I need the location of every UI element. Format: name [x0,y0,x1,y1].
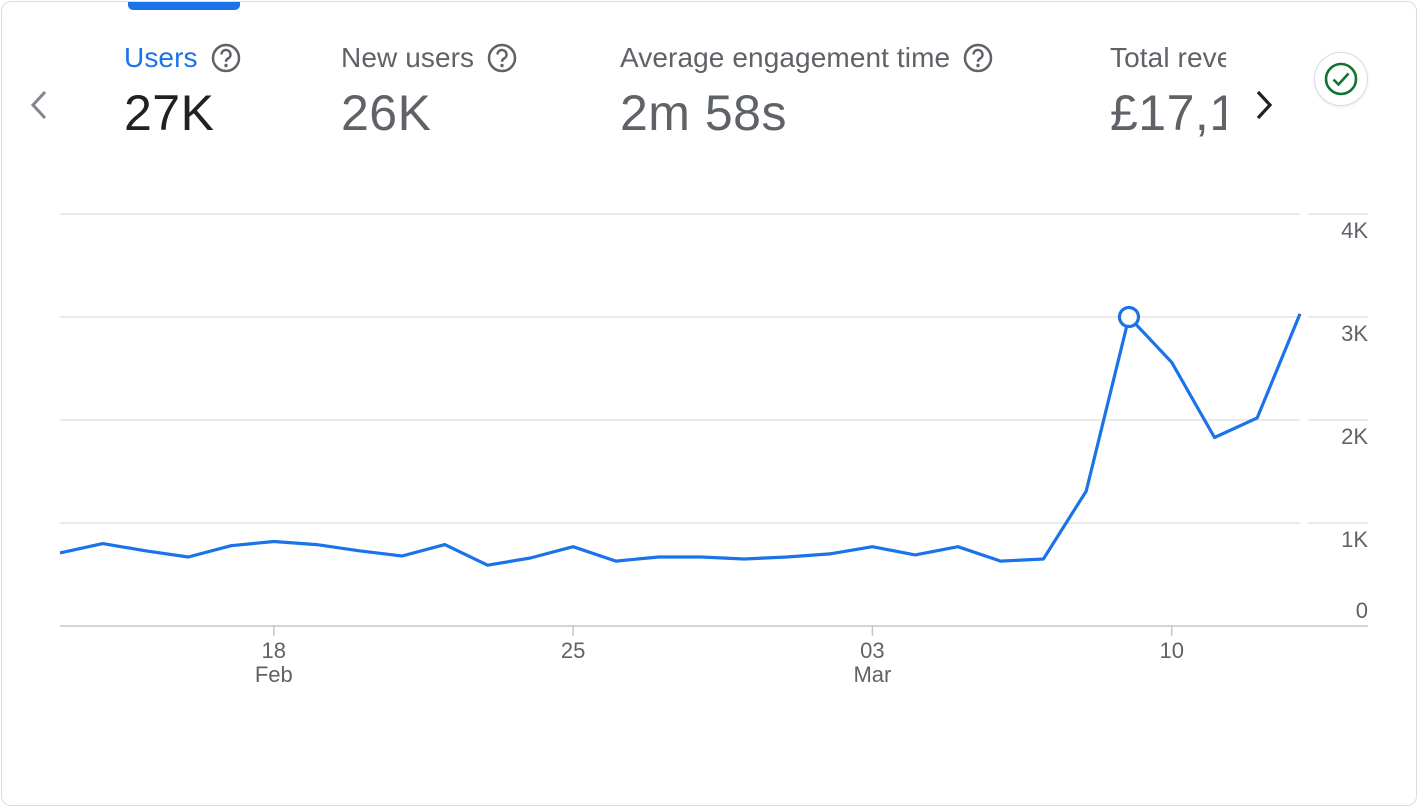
metric-value: 2m 58s [620,85,787,141]
chevron-right-icon [1256,90,1273,120]
metric-total-revenue[interactable]: Total revenue £17,1 [1110,42,1226,142]
y-tick-label: 2K [1341,424,1368,449]
metric-users[interactable]: Users 27K [124,42,242,142]
next-metrics-button[interactable] [1241,82,1287,128]
y-tick-label: 3K [1341,321,1368,346]
metric-new-users[interactable]: New users 26K [341,42,518,142]
metric-label: New users [341,42,475,73]
check-circle-icon [1324,62,1358,96]
metric-label: Users [124,42,198,73]
y-tick-label: 1K [1341,527,1368,552]
metric-average-engagement-time[interactable]: Average engagement time 2m 58s [620,42,994,142]
chevron-left-icon [30,90,47,120]
active-tab-indicator [128,2,240,10]
y-tick-label: 0 [1356,598,1368,623]
metric-label: Average engagement time [620,42,951,73]
x-tick-label-day: 25 [561,638,585,663]
status-badge[interactable] [1314,52,1368,106]
metric-label: Total revenue [1110,42,1226,73]
users-series-line [59,313,1302,567]
metric-value: 27K [124,85,215,141]
metrics-strip: Users 27K New users 26K Average engageme… [98,2,1226,172]
highlight-point [1117,305,1141,329]
y-tick-label: 4K [1341,218,1368,243]
metric-value: £17,1 [1110,85,1226,141]
x-tick-label-day: 03 [860,638,884,663]
help-circle-icon[interactable] [210,42,242,74]
previous-metrics-button[interactable] [16,82,62,128]
x-tick-label-day: 18 [262,638,286,663]
x-tick-label-day: 10 [1159,638,1183,663]
metric-value: 26K [341,85,432,141]
x-tick-label-month: Feb [255,662,293,687]
help-circle-icon[interactable] [486,42,518,74]
x-tick-label-month: Mar [853,662,891,687]
help-circle-icon[interactable] [962,42,994,74]
